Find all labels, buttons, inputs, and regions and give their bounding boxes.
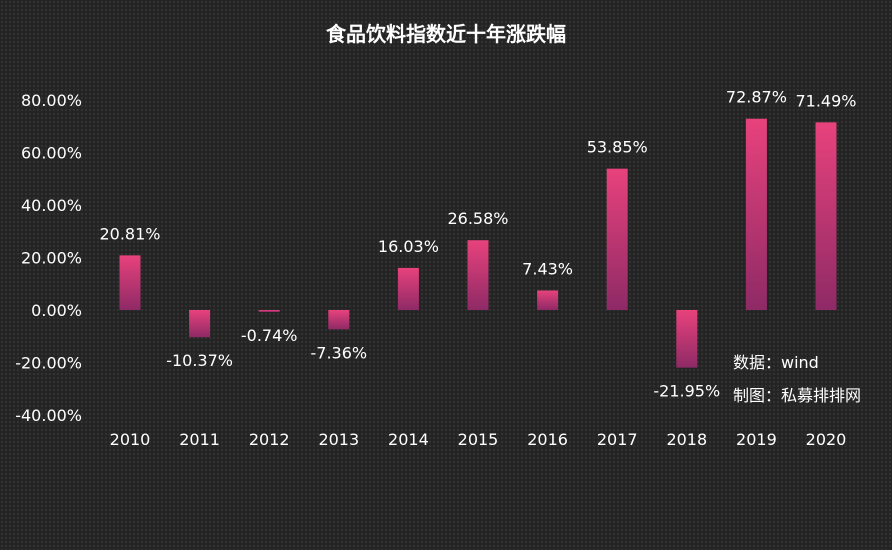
y-axis: 80.00% 60.00% 40.00% 20.00% 0.00% -20.00% -40.…	[15, 91, 82, 425]
bars: 20.81% -10.37% -0.74% -7.36% 16.03% 26.58% 7.4…	[99, 88, 856, 401]
y-tick-label: 20.00%	[21, 249, 82, 268]
data-label-2012: -0.74%	[241, 326, 298, 345]
bar-2014	[397, 267, 419, 310]
bar-2015	[467, 240, 489, 310]
y-tick-label: 60.00%	[21, 144, 82, 163]
data-label-2017: 53.85%	[587, 138, 648, 157]
y-tick-label: -20.00%	[15, 354, 82, 373]
chart-title: 食品饮料指数近十年涨跌幅	[326, 22, 566, 46]
data-label-2013: -7.36%	[310, 343, 367, 362]
bar-2020	[815, 122, 837, 311]
bar-2018	[676, 310, 698, 368]
x-tick-label: 2010	[110, 430, 151, 449]
data-label-2011: -10.37%	[166, 351, 233, 370]
x-tick-label: 2016	[527, 430, 568, 449]
bar-2013	[328, 310, 350, 330]
x-tick-label: 2014	[388, 430, 429, 449]
x-tick-label: 2017	[597, 430, 638, 449]
x-axis: 2010 2011 2012 2013 2014 2015 2016 2017 2018 2019…	[110, 430, 847, 449]
bar-2016	[537, 290, 559, 310]
data-label-2010: 20.81%	[99, 224, 160, 243]
x-tick-label: 2018	[666, 430, 707, 449]
x-tick-label: 2015	[458, 430, 499, 449]
bar-2017	[606, 168, 628, 310]
data-label-2019: 72.87%	[726, 88, 787, 107]
bar-2011	[189, 310, 211, 338]
data-label-2014: 16.03%	[378, 237, 439, 256]
bar-2012	[258, 310, 280, 312]
x-tick-label: 2011	[179, 430, 220, 449]
y-tick-label: -40.00%	[15, 406, 82, 425]
bar-2010	[119, 255, 141, 310]
x-tick-label: 2013	[318, 430, 359, 449]
data-label-2020: 71.49%	[795, 91, 856, 110]
x-tick-label: 2012	[249, 430, 290, 449]
data-label-2016: 7.43%	[522, 259, 573, 278]
x-tick-label: 2019	[736, 430, 777, 449]
bar-2019	[745, 118, 767, 310]
y-tick-label: 0.00%	[31, 301, 82, 320]
source-annotation: 数据：wind	[733, 353, 819, 372]
y-tick-label: 40.00%	[21, 196, 82, 215]
data-label-2015: 26.58%	[447, 209, 508, 228]
x-tick-label: 2020	[806, 430, 847, 449]
data-label-2018: -21.95%	[653, 382, 720, 401]
author-annotation: 制图：私募排排网	[733, 386, 861, 405]
y-tick-label: 80.00%	[21, 91, 82, 110]
